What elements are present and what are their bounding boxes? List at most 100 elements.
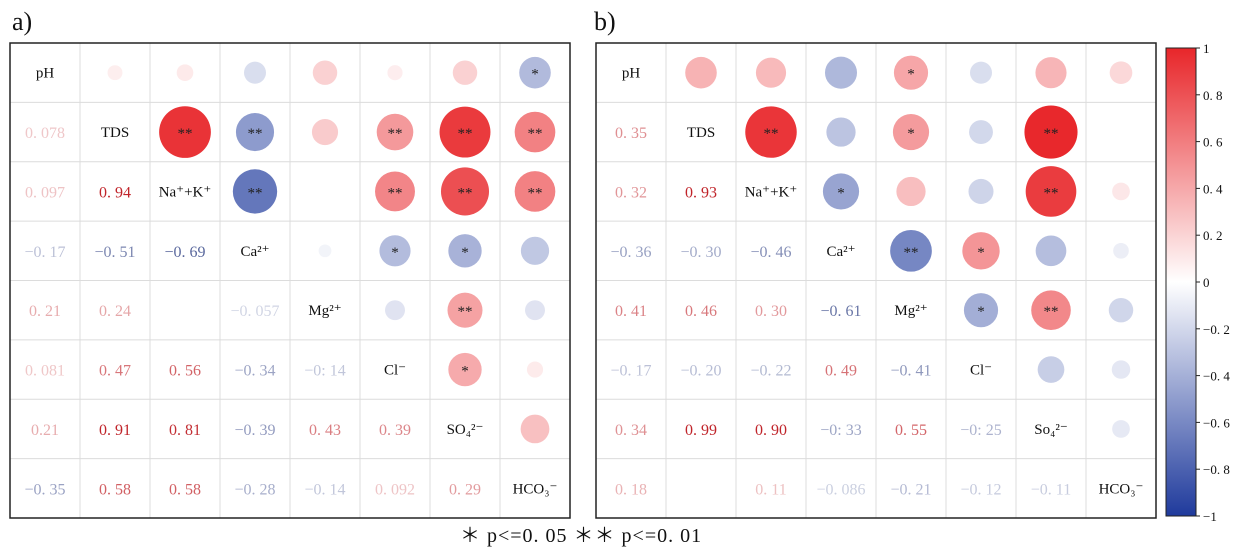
correlation-value: −0. 21 <box>890 481 931 498</box>
correlation-value: 0. 81 <box>169 422 201 439</box>
correlation-circle <box>520 236 550 265</box>
correlation-circle <box>1108 297 1134 323</box>
correlation-circle <box>963 293 999 328</box>
variable-label: pH <box>36 66 55 82</box>
correlation-circle <box>968 178 994 204</box>
correlation-circle <box>525 300 545 321</box>
correlation-value: −0. 057 <box>230 303 279 320</box>
significance-mark: ** <box>458 185 473 201</box>
significance-mark: * <box>531 67 539 83</box>
variable-label: Ca²⁺ <box>240 244 269 260</box>
correlation-circle <box>376 113 414 151</box>
correlation-circle <box>1109 61 1133 85</box>
correlation-value: −0. 36 <box>610 244 651 261</box>
correlation-value: −0. 46 <box>750 244 791 261</box>
correlation-circle <box>1112 182 1130 201</box>
correlation-circle <box>440 167 490 216</box>
panel-b: b)pH *0. 35 TDS ** * **0. 32 0. 93 Na⁺+K⁺ * **−0.… <box>594 7 1157 519</box>
correlation-circle <box>514 111 556 153</box>
correlation-circle <box>448 352 482 387</box>
correlation-value: 0. 94 <box>99 184 131 201</box>
correlation-circle <box>969 120 993 144</box>
correlation-circle <box>892 113 930 151</box>
colorbar-gradient <box>1165 47 1197 517</box>
variable-label: Mg²⁺ <box>894 303 927 319</box>
correlation-value: 0. 092 <box>375 481 415 498</box>
correlation-value: 0. 24 <box>99 303 131 320</box>
correlation-value: 0. 55 <box>895 422 927 439</box>
colorbar-tick-label: 1 <box>1203 41 1210 56</box>
correlation-circle <box>387 65 403 81</box>
correlation-value: −0: 33 <box>820 422 861 439</box>
correlation-value: −0. 17 <box>24 244 65 261</box>
significance-mark: ** <box>388 126 403 142</box>
correlation-value: −0. 28 <box>234 481 275 498</box>
correlation-value: −0. 11 <box>1031 481 1071 498</box>
correlation-value: 0. 21 <box>29 303 61 320</box>
correlation-circle <box>375 171 415 212</box>
correlation-circle <box>1111 360 1131 379</box>
correlation-value: 0. 11 <box>755 481 786 498</box>
correlation-value: −0. 30 <box>680 244 721 261</box>
correlation-value: 0. 99 <box>685 422 717 439</box>
correlation-value: −0. 39 <box>234 422 275 439</box>
colorbar-tick-label: 0. 2 <box>1203 228 1223 243</box>
correlation-circle <box>519 56 551 89</box>
correlation-circle <box>1024 105 1078 159</box>
correlation-value: 0. 081 <box>25 363 65 380</box>
correlation-circle <box>526 361 544 378</box>
significance-mark: ** <box>904 245 919 261</box>
significance-mark: * <box>977 245 985 261</box>
correlation-value: 0. 18 <box>615 481 647 498</box>
correlation-value: −0. 14 <box>304 481 345 498</box>
correlation-value: 0. 58 <box>169 481 201 498</box>
correlation-value: 0. 46 <box>685 303 717 320</box>
correlation-circle <box>745 106 797 158</box>
variable-label: Mg²⁺ <box>308 303 341 319</box>
significance-mark: ** <box>1044 126 1059 142</box>
correlation-circle <box>896 176 926 207</box>
correlation-circle <box>1037 356 1065 383</box>
significance-mark: ** <box>388 185 403 201</box>
variable-label: TDS <box>101 125 129 141</box>
significance-mark: * <box>907 67 915 83</box>
variable-label: Na⁺+K⁺ <box>745 184 798 200</box>
correlation-value: −0: 25 <box>960 422 1001 439</box>
correlation-circle <box>439 106 491 158</box>
correlation-value: 0. 43 <box>309 422 341 439</box>
correlation-value: 0. 58 <box>99 481 131 498</box>
correlation-value: −0. 34 <box>234 363 275 380</box>
panel-frame <box>595 42 1157 519</box>
correlation-circle <box>311 118 339 146</box>
colorbar-tick-label: −0. 6 <box>1203 415 1230 430</box>
variable-label: So₄²⁻ <box>1034 422 1068 438</box>
correlation-circle <box>1035 57 1067 89</box>
colorbar-tick-label: 0 <box>1203 275 1210 290</box>
significance-mark: ** <box>248 185 263 201</box>
significance-mark: * <box>391 245 399 261</box>
correlation-value: −0: 14 <box>304 363 345 380</box>
correlation-circle <box>379 235 411 267</box>
variable-label: HCO₃⁻ <box>513 481 558 497</box>
correlation-circle <box>893 55 929 90</box>
correlation-value: 0. 39 <box>379 422 411 439</box>
correlation-value: 0. 097 <box>25 184 65 201</box>
correlation-value: −0. 20 <box>680 363 721 380</box>
colorbar-tick-label: −1 <box>1203 509 1217 524</box>
correlation-circle <box>1035 235 1067 267</box>
significance-mark: ** <box>248 126 263 142</box>
correlation-circle <box>1113 242 1129 259</box>
correlation-circle <box>385 300 405 321</box>
correlation-circle <box>1031 290 1071 330</box>
correlation-value: −0. 69 <box>164 244 205 261</box>
significance-mark: ** <box>528 126 543 142</box>
panel-frame <box>9 42 571 519</box>
colorbar-tick-label: 0. 4 <box>1203 181 1223 196</box>
correlation-value: −0. 35 <box>24 481 65 498</box>
correlation-circle <box>685 56 717 89</box>
significance-mark: * <box>461 364 469 380</box>
correlation-circle <box>159 106 211 158</box>
correlation-circle <box>452 60 478 85</box>
significance-mark: * <box>977 304 985 320</box>
